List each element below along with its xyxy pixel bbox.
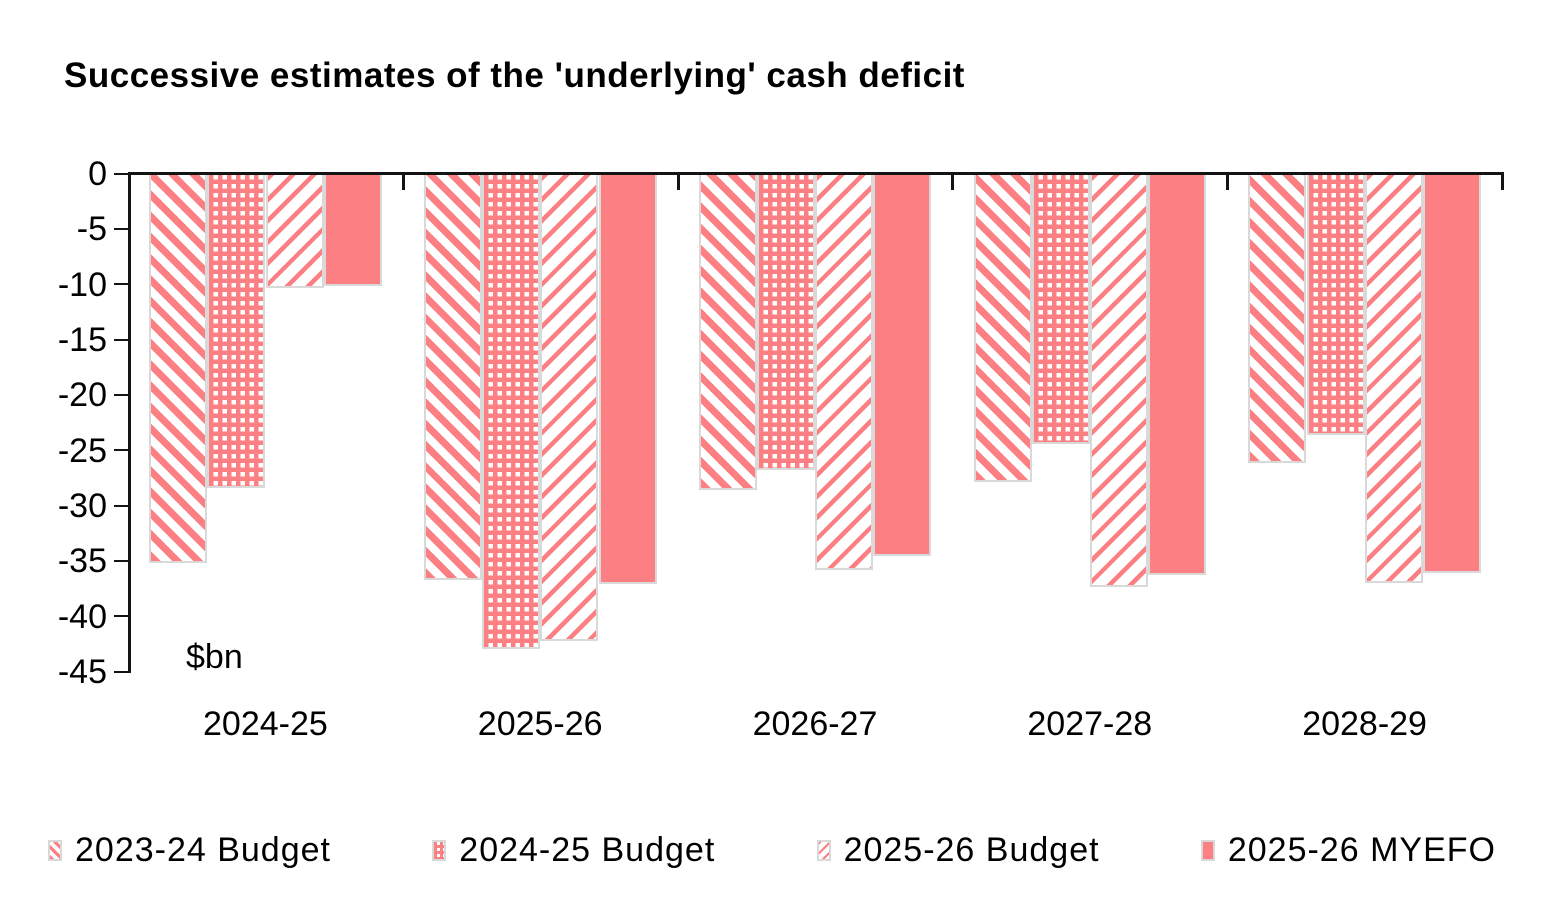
bar-2025-26-2023-24-budget xyxy=(423,175,482,580)
bar-2025-26-2024-25-budget xyxy=(482,175,541,649)
legend-item-2025-26-myefo: 2025-26 MYEFO xyxy=(1200,830,1496,870)
x-axis-label: 2024-25 xyxy=(203,705,328,743)
y-tick xyxy=(114,338,128,341)
y-tick-label: -25 xyxy=(57,431,107,470)
y-tick xyxy=(114,504,128,507)
y-tick xyxy=(114,615,128,618)
bar-2028-29-2023-24-budget xyxy=(1248,175,1307,463)
legend-label: 2023-24 Budget xyxy=(75,830,331,869)
x-axis-label: 2025-26 xyxy=(477,705,603,743)
bar-2027-28-2025-26-myefo xyxy=(1148,175,1207,575)
legend-swatch-dot-grid-icon xyxy=(432,839,447,861)
bar-2026-27-2023-24-budget xyxy=(698,175,757,490)
y-tick xyxy=(114,283,128,286)
bar-2024-25-2025-26-myefo xyxy=(323,175,382,286)
legend-swatch-diagonal-up-icon xyxy=(816,839,831,861)
y-tick xyxy=(114,393,128,396)
y-tick-label: -10 xyxy=(57,265,107,304)
bar-2027-28-2024-25-budget xyxy=(1031,175,1090,444)
bar-2026-27-2024-25-budget xyxy=(756,175,815,470)
x-axis-label: 2028-29 xyxy=(1302,705,1427,743)
y-tick xyxy=(114,670,128,673)
legend: 2023-24 Budget 2024-25 Budget 2025-26 Budg… xyxy=(48,826,1496,874)
bar-2025-26-2025-26-budget xyxy=(540,175,599,641)
legend-label: 2024-25 Budget xyxy=(459,830,716,869)
axis-unit-label: $bn xyxy=(186,638,243,676)
legend-item-2024-25-budget: 2024-25 Budget xyxy=(432,831,715,870)
legend-swatch-solid-icon xyxy=(1200,839,1215,861)
bar-2025-26-2025-26-myefo xyxy=(598,175,657,584)
y-tick-label: -15 xyxy=(57,321,107,359)
y-tick-label: -40 xyxy=(57,597,107,636)
x-tick xyxy=(676,172,680,190)
legend-label: 2025-26 MYEFO xyxy=(1227,830,1496,869)
legend-item-2023-24-budget: 2023-24 Budget xyxy=(48,831,331,870)
bar-2028-29-2025-26-myefo xyxy=(1422,175,1481,573)
y-tick-label: 0 xyxy=(88,155,107,193)
bar-2026-27-2025-26-budget xyxy=(815,175,874,570)
bar-2026-27-2025-26-myefo xyxy=(873,175,932,556)
chart-title: Successive estimates of the 'underlying'… xyxy=(64,56,965,95)
bar-2028-29-2025-26-budget xyxy=(1364,175,1423,583)
y-tick xyxy=(114,227,128,230)
x-axis-label: 2026-27 xyxy=(752,705,878,743)
x-axis-zero-line xyxy=(128,172,1504,175)
y-tick-label: -5 xyxy=(76,210,107,249)
legend-label: 2025-26 Budget xyxy=(843,830,1100,869)
bar-2027-28-2023-24-budget xyxy=(973,175,1032,482)
x-tick xyxy=(1501,172,1504,190)
y-tick xyxy=(114,449,128,452)
x-axis-label: 2027-28 xyxy=(1027,705,1153,743)
y-tick-label: -30 xyxy=(57,487,107,525)
bar-2028-29-2024-25-budget xyxy=(1306,175,1365,435)
bar-2024-25-2025-26-budget xyxy=(265,175,324,288)
legend-item-2025-26-budget: 2025-26 Budget xyxy=(816,830,1100,870)
y-tick xyxy=(114,559,128,562)
x-tick xyxy=(951,172,955,190)
y-tick-label: -20 xyxy=(57,376,107,415)
y-tick-label: -35 xyxy=(57,542,107,581)
bar-2027-28-2025-26-budget xyxy=(1089,175,1148,587)
y-tick xyxy=(114,172,128,175)
legend-swatch-diagonal-down-icon xyxy=(48,839,62,861)
x-tick xyxy=(401,172,405,190)
x-tick xyxy=(1226,172,1230,190)
y-axis-line xyxy=(128,172,131,673)
y-tick-label: -45 xyxy=(57,653,107,691)
bar-2024-25-2024-25-budget xyxy=(207,175,266,488)
bar-2024-25-2023-24-budget xyxy=(149,175,208,563)
